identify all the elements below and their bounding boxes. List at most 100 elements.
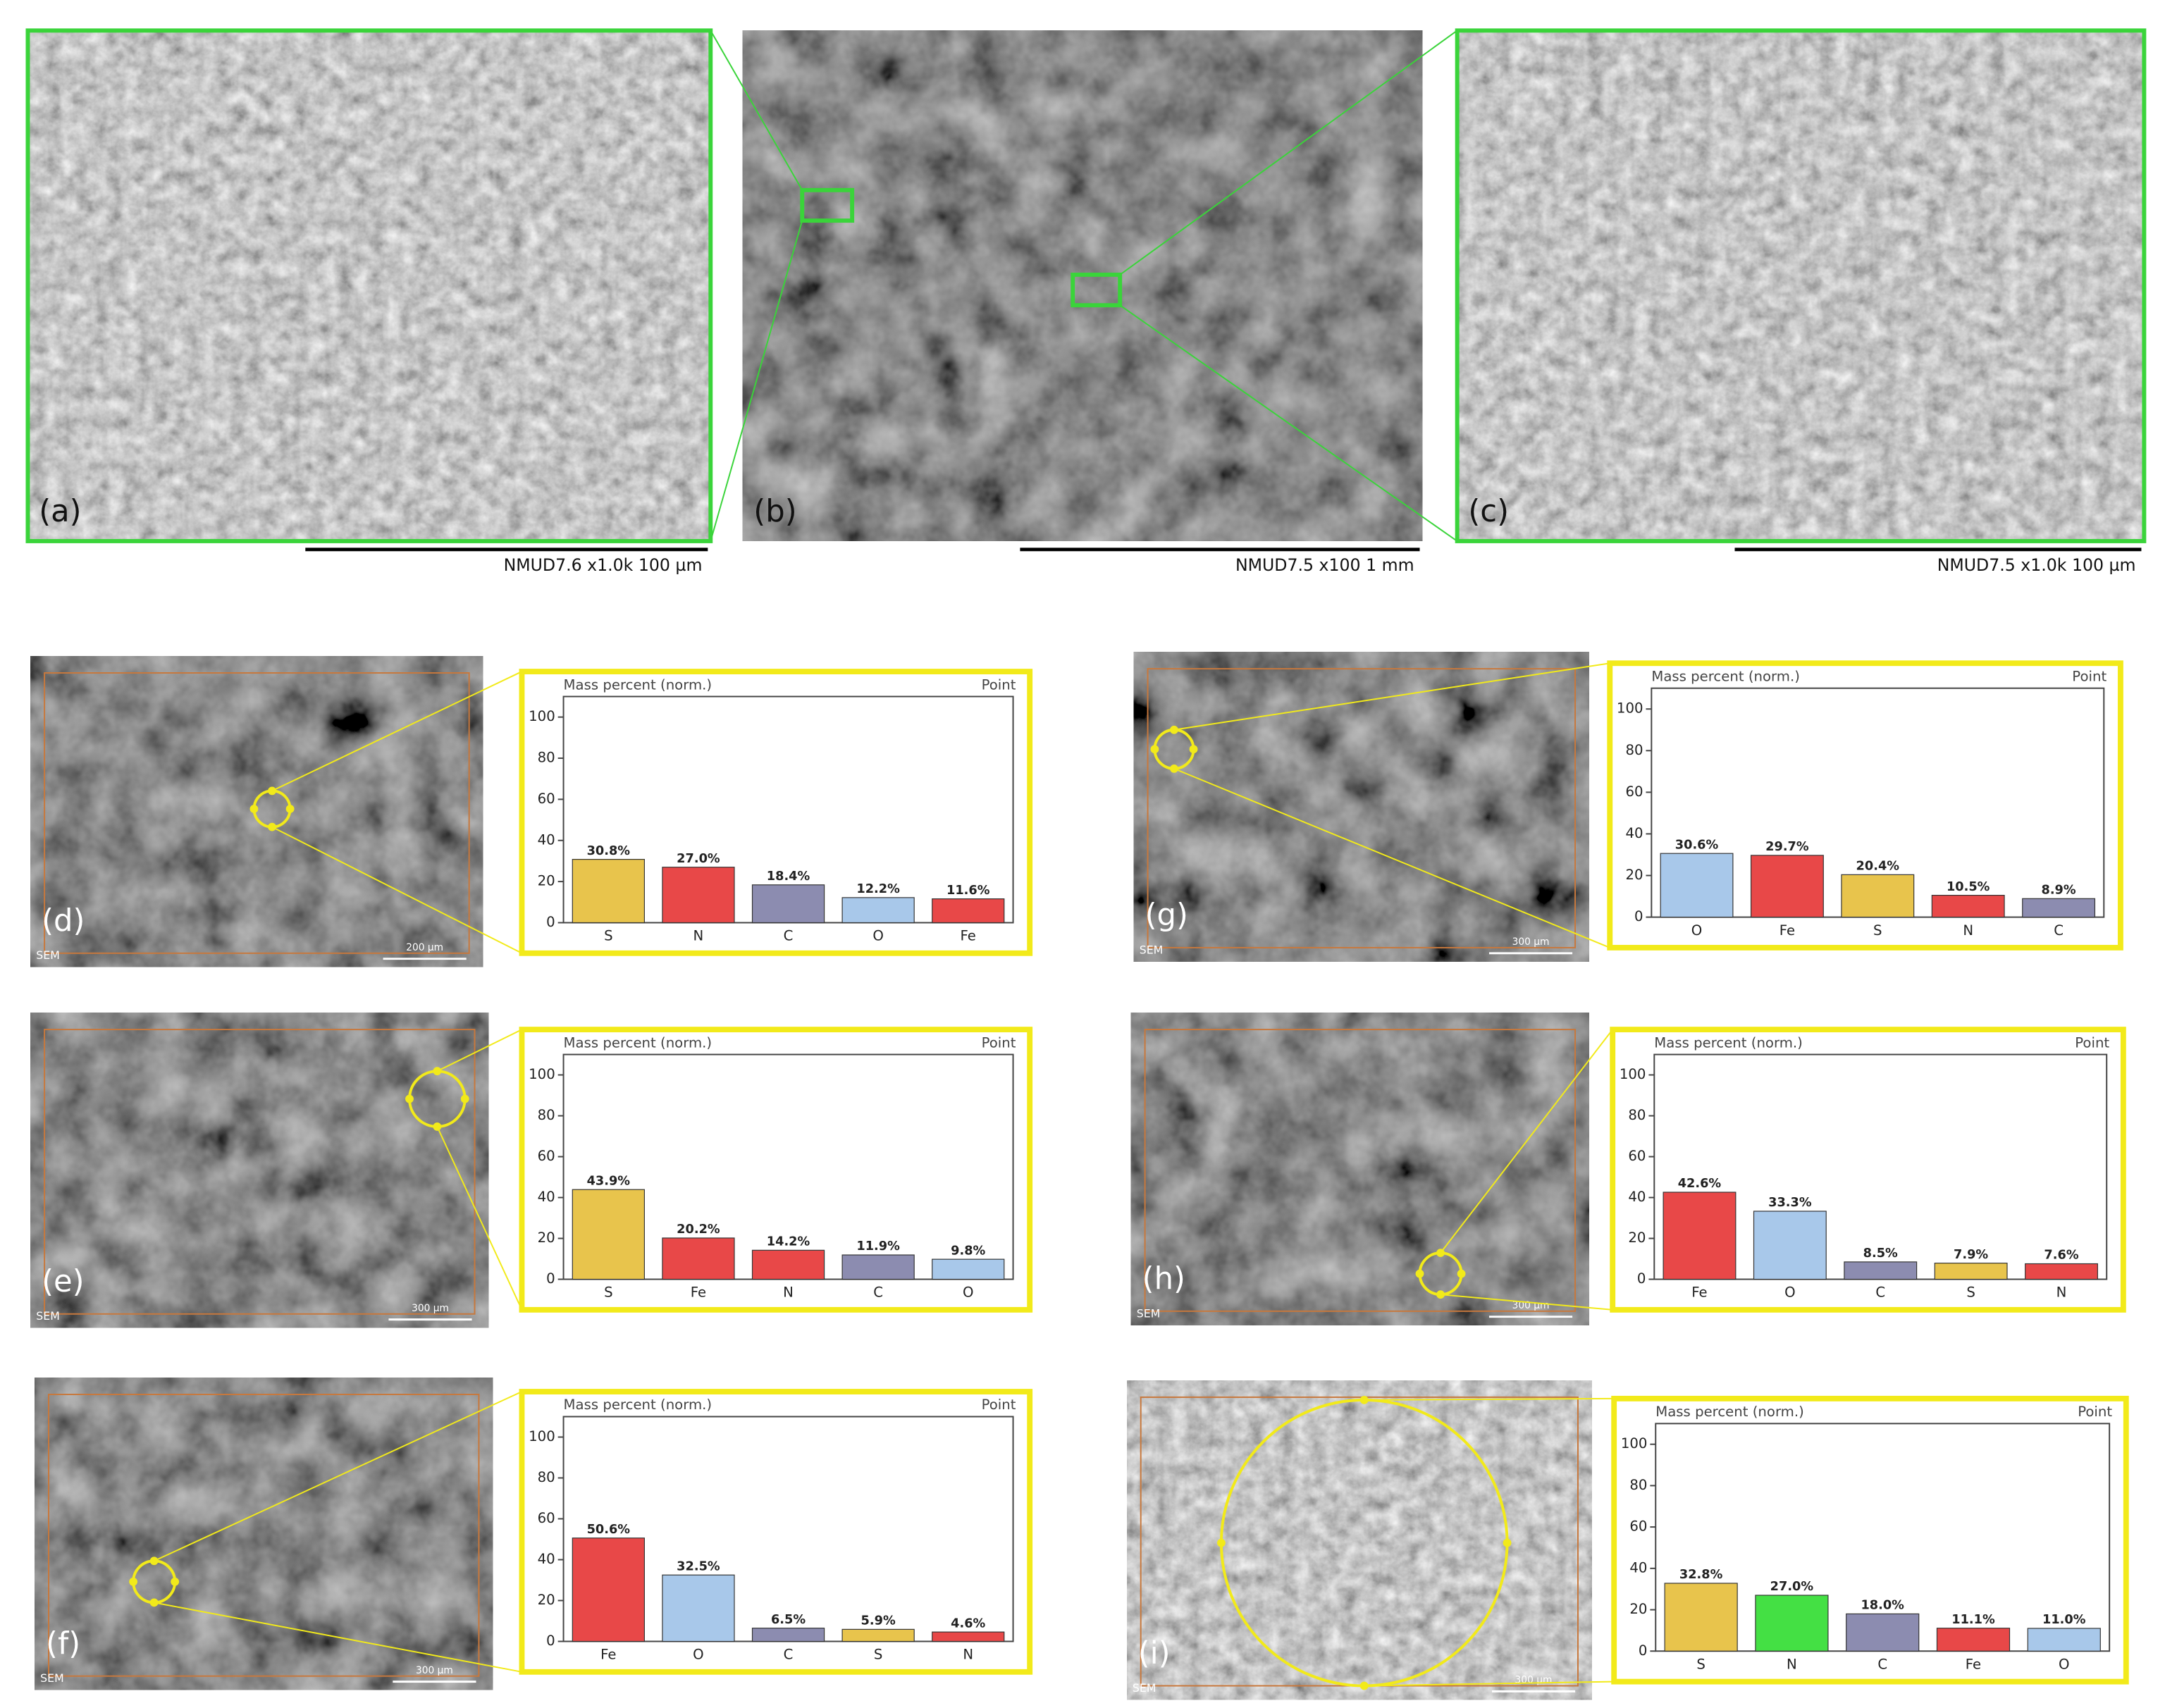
- y-tick-label: 60: [1625, 784, 1643, 800]
- zoom-frame: [25, 28, 713, 543]
- bar: [1841, 874, 1915, 918]
- chart-corner: Point: [2075, 1034, 2109, 1051]
- chart-corner: Point: [982, 1397, 1016, 1413]
- probe-handle: [1503, 1538, 1512, 1547]
- y-tick-label: 0: [1637, 1270, 1646, 1287]
- probe-handle: [1150, 745, 1159, 754]
- bar: [572, 1189, 645, 1280]
- panel-label: (f): [46, 1626, 80, 1661]
- scan-frame: [1147, 668, 1577, 948]
- probe-link: [436, 1029, 522, 1072]
- value-label: 30.8%: [587, 844, 631, 858]
- y-tick-label: 100: [529, 708, 555, 724]
- bar: [1750, 855, 1824, 918]
- bar: [662, 867, 735, 924]
- y-tick-label: 100: [529, 1066, 555, 1082]
- y-tick-label: 40: [1625, 825, 1643, 841]
- probe-link: [1364, 1397, 1615, 1401]
- sem-tag: SEM: [40, 1671, 64, 1685]
- chart-title: Mass percent (norm.): [1654, 1034, 1803, 1051]
- y-tick-label: 20: [1628, 1230, 1646, 1246]
- zoom-link: [1119, 304, 1458, 542]
- scan-frame: [44, 1029, 476, 1315]
- bar: [572, 859, 645, 924]
- value-label: 29.7%: [1765, 840, 1809, 854]
- bar: [1846, 1613, 1920, 1652]
- bar: [1934, 1263, 2008, 1280]
- bar: [2022, 898, 2096, 918]
- probe-handle: [129, 1577, 138, 1586]
- y-tick-label: 60: [538, 1510, 555, 1526]
- sem-tag: SEM: [36, 1309, 60, 1323]
- sem-image: [1133, 652, 1589, 962]
- value-label: 4.6%: [951, 1616, 985, 1630]
- sem-image: [1127, 1380, 1592, 1700]
- image-scale: 300 µm: [1515, 1675, 1553, 1686]
- y-tick-label: 100: [1621, 1435, 1648, 1452]
- zoom-box: [800, 187, 855, 223]
- chart-corner: Point: [982, 676, 1016, 693]
- x-tick-label: S: [604, 1285, 613, 1301]
- value-label: 10.5%: [1947, 880, 1990, 894]
- value-label: 27.0%: [1770, 1580, 1814, 1594]
- value-label: 7.9%: [1954, 1248, 1988, 1262]
- x-tick-label: Fe: [600, 1647, 616, 1663]
- chart-title: Mass percent (norm.): [564, 1397, 713, 1413]
- value-label: 11.0%: [2042, 1613, 2086, 1627]
- bar: [1844, 1261, 1918, 1280]
- sem-image: [27, 30, 711, 541]
- bar: [841, 1254, 915, 1280]
- bar: [1755, 1595, 1829, 1652]
- x-tick-label: N: [783, 1285, 794, 1301]
- y-tick-label: 60: [538, 791, 555, 807]
- scale-caption: NMUD7.5 x1.0k 100 µm: [1937, 555, 2136, 575]
- bar: [751, 1628, 825, 1642]
- y-tick-label: 20: [1625, 867, 1643, 883]
- probe-handle: [1415, 1269, 1424, 1278]
- value-label: 14.2%: [767, 1235, 810, 1249]
- image-scale: 300 µm: [1512, 936, 1550, 948]
- probe-handle: [249, 805, 259, 813]
- x-tick-label: C: [784, 1647, 794, 1663]
- probe-handle: [1217, 1538, 1226, 1547]
- sem-image: [30, 1013, 489, 1328]
- zoom-link: [1119, 30, 1458, 276]
- y-tick-label: 40: [538, 1189, 555, 1205]
- x-tick-label: Fe: [961, 928, 976, 944]
- x-tick-label: C: [2054, 922, 2064, 939]
- x-tick-label: O: [1784, 1285, 1796, 1301]
- zoom-link: [710, 30, 803, 191]
- y-tick-label: 60: [1628, 1148, 1646, 1164]
- sem-tag: SEM: [1140, 943, 1164, 956]
- y-tick-label: 40: [538, 1551, 555, 1567]
- y-tick-label: 60: [1629, 1518, 1647, 1535]
- y-tick-label: 80: [538, 1107, 555, 1123]
- scale-caption: NMUD7.5 x100 1 mm: [1235, 555, 1414, 575]
- probe-link: [436, 1126, 523, 1311]
- y-tick-label: 20: [538, 873, 555, 889]
- bar: [1660, 853, 1734, 918]
- zoom-box: [1071, 272, 1123, 308]
- sem-image: [1457, 30, 2145, 541]
- value-label: 20.4%: [1856, 860, 1900, 874]
- x-tick-label: C: [784, 928, 794, 944]
- y-tick-label: 0: [1639, 1642, 1648, 1659]
- value-label: 6.5%: [771, 1613, 806, 1627]
- bar: [932, 1258, 1005, 1280]
- bar: [932, 898, 1005, 924]
- bar: [2027, 1628, 2101, 1652]
- probe-link: [1440, 1294, 1613, 1311]
- y-tick-label: 0: [546, 914, 555, 930]
- x-tick-label: Fe: [1691, 1285, 1707, 1301]
- value-label: 20.2%: [677, 1223, 720, 1237]
- y-tick-label: 80: [1628, 1107, 1646, 1123]
- bar: [1753, 1211, 1827, 1280]
- value-label: 50.6%: [587, 1523, 631, 1537]
- value-label: 18.4%: [767, 870, 810, 884]
- x-tick-label: N: [693, 928, 704, 944]
- y-tick-label: 80: [538, 1469, 555, 1485]
- value-label: 30.6%: [1675, 838, 1719, 852]
- x-tick-label: O: [693, 1647, 704, 1663]
- probe-link: [1364, 1681, 1615, 1687]
